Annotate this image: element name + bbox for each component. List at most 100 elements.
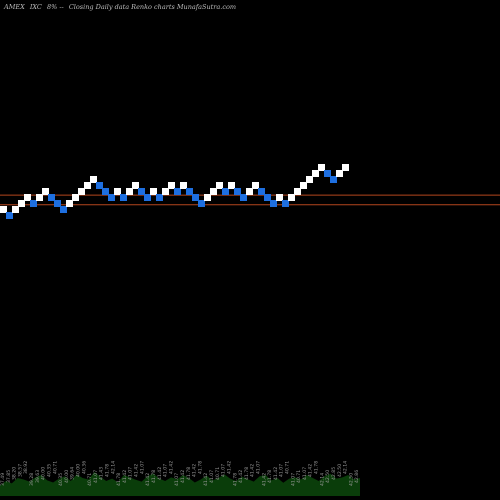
price-label: 42.50 <box>325 470 331 483</box>
price-label: 41.07 <box>128 467 134 480</box>
price-label: 41.42 <box>238 470 244 483</box>
renko-brick-down <box>48 194 55 201</box>
renko-brick-up <box>42 188 49 195</box>
renko-brick-down <box>198 200 205 207</box>
renko-brick-down <box>156 194 163 201</box>
price-label: 41.42 <box>157 467 163 480</box>
price-label: 41.43 <box>99 467 105 480</box>
volume-area-path <box>0 472 360 496</box>
chart-header: AMEX IXC 8% -- Closing Daily data Renko … <box>4 3 239 11</box>
price-label: 41.78 <box>232 473 238 486</box>
renko-brick-up <box>126 188 133 195</box>
price-label: 41.07 <box>174 473 180 486</box>
renko-brick-up <box>66 200 73 207</box>
renko-brick-down <box>144 194 151 201</box>
renko-brick-down <box>120 194 127 201</box>
price-label: 42.14 <box>343 461 349 474</box>
renko-brick-up <box>312 170 319 177</box>
renko-brick-down <box>324 170 331 177</box>
symbol-label: IXC <box>29 3 42 11</box>
renko-brick-up <box>0 206 7 213</box>
price-label: 41.42 <box>192 464 198 477</box>
price-label: 41.42 <box>250 464 256 477</box>
renko-brick-up <box>24 194 31 201</box>
price-label: 40.00 <box>75 464 81 477</box>
price-label: 41.42 <box>168 461 174 474</box>
price-label: 41.78 <box>197 461 203 474</box>
renko-brick-up <box>90 176 97 183</box>
price-label: 40.35 <box>58 473 64 486</box>
renko-brick-up <box>228 182 235 189</box>
renko-brick-down <box>138 188 145 195</box>
price-label: 40.71 <box>87 473 93 486</box>
price-label: 41.42 <box>308 464 314 477</box>
price-label: 40.71 <box>215 467 221 480</box>
renko-brick-down <box>174 188 181 195</box>
price-label: 41.78 <box>186 467 192 480</box>
renko-brick-up <box>18 200 25 207</box>
price-label: 41.07 <box>93 470 99 483</box>
renko-brick-up <box>300 182 307 189</box>
price-label: 40.00 <box>64 470 70 483</box>
price-label: 42.85 <box>331 467 337 480</box>
renko-brick-up <box>252 182 259 189</box>
renko-brick-up <box>246 188 253 195</box>
renko-brick-up <box>336 170 343 177</box>
price-label: 41.07 <box>279 464 285 477</box>
renko-brick-up <box>204 194 211 201</box>
price-label: 38.92 <box>23 461 29 474</box>
price-label: 42.14 <box>319 473 325 486</box>
price-label: 41.42 <box>180 470 186 483</box>
renko-brick-up <box>84 182 91 189</box>
price-label: 41.07 <box>163 464 169 477</box>
renko-brick-up <box>210 188 217 195</box>
price-label: 41.42 <box>273 467 279 480</box>
renko-brick-up <box>318 164 325 171</box>
renko-brick-up <box>294 188 301 195</box>
renko-brick-up <box>162 188 169 195</box>
renko-brick-up <box>180 182 187 189</box>
price-label: 39.64 <box>70 467 76 480</box>
renko-brick-down <box>258 188 265 195</box>
price-label: 37.49 <box>0 473 6 486</box>
renko-brick-up <box>114 188 121 195</box>
price-label: 40.00 <box>41 467 47 480</box>
renko-brick-up <box>150 188 157 195</box>
renko-brick-up <box>132 182 139 189</box>
renko-brick-up <box>276 194 283 201</box>
price-label: 41.78 <box>314 461 320 474</box>
renko-brick-up <box>36 194 43 201</box>
price-label: 40.71 <box>285 461 291 474</box>
price-label: 41.07 <box>221 464 227 477</box>
price-label: 41.07 <box>139 461 145 474</box>
renko-brick-down <box>330 176 337 183</box>
price-label: 41.78 <box>244 467 250 480</box>
renko-brick-down <box>60 206 67 213</box>
renko-brick-up <box>72 194 79 201</box>
renko-brick-down <box>192 194 199 201</box>
renko-brick-down <box>264 194 271 201</box>
price-label: 41.78 <box>151 470 157 483</box>
price-label: 41.78 <box>105 464 111 477</box>
price-label: 39.28 <box>29 473 35 486</box>
renko-brick-up <box>216 182 223 189</box>
price-label: 42.14 <box>110 461 116 474</box>
renko-brick-down <box>270 200 277 207</box>
price-label: 39.63 <box>35 470 41 483</box>
reference-lines <box>0 194 500 206</box>
renko-brick-down <box>6 212 13 219</box>
price-label: 41.42 <box>261 473 267 486</box>
renko-brick-up <box>342 164 349 171</box>
renko-brick-up <box>168 182 175 189</box>
renko-bricks <box>0 164 349 219</box>
renko-brick-down <box>240 194 247 201</box>
price-label: 41.42 <box>145 473 151 486</box>
renko-brick-down <box>282 200 289 207</box>
price-label: 41.42 <box>203 473 209 486</box>
price-label: 41.78 <box>267 470 273 483</box>
volume-area <box>0 472 360 496</box>
exchange-label: AMEX <box>4 3 25 11</box>
renko-brick-down <box>96 182 103 189</box>
price-label: 41.07 <box>209 470 215 483</box>
